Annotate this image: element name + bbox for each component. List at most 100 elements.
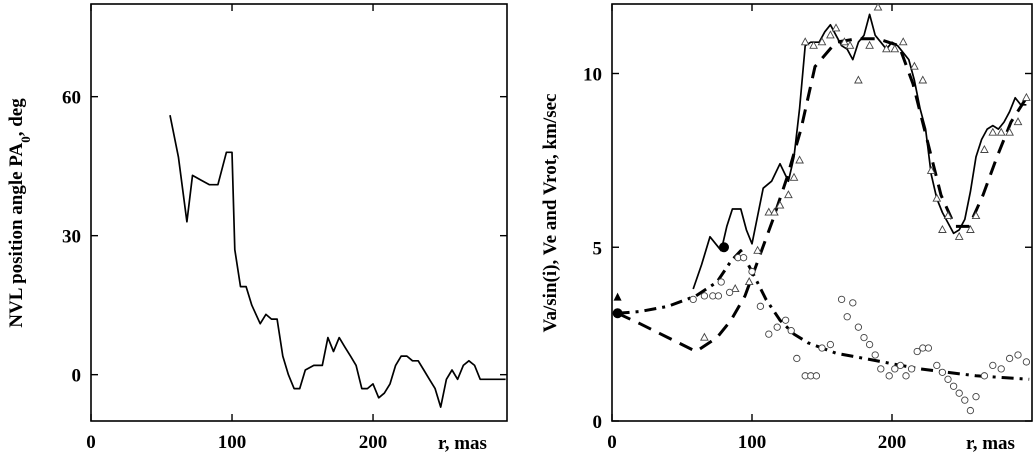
open-triangle-point — [753, 245, 762, 254]
open-circle-point — [837, 295, 846, 304]
open-circle-point — [907, 365, 916, 373]
open-circle-point — [938, 368, 947, 376]
left-x-tick-label: 200 — [359, 432, 388, 453]
open-circle-point — [972, 393, 980, 401]
open-circle-point — [843, 313, 851, 321]
right-series-line-solid — [692, 13, 1027, 290]
open-triangle-point — [890, 44, 900, 53]
open-circle-point — [765, 330, 773, 338]
open-circle-point — [793, 354, 801, 363]
right-plot-frame — [611, 3, 1033, 422]
left-plot-frame — [90, 3, 508, 422]
right-series-line-dashed — [616, 37, 1028, 353]
right-y-tick-label: 0 — [593, 412, 603, 433]
open-triangle-point — [845, 40, 855, 49]
left-y-tick-label: 60 — [62, 88, 81, 109]
open-circle-point — [989, 361, 997, 370]
open-circle-point — [725, 288, 734, 297]
open-triangle-point — [817, 37, 827, 46]
open-circle-point — [849, 299, 857, 307]
open-triangle-point — [854, 75, 863, 84]
open-triangle-point — [932, 193, 942, 202]
open-circle-point — [902, 372, 910, 380]
open-circle-point — [891, 365, 899, 373]
open-circle-point — [860, 333, 868, 342]
open-triangle-point — [775, 200, 785, 209]
open-circle-point — [966, 406, 975, 415]
open-triangle-point — [700, 332, 709, 341]
right-x-axis-label: r, mas — [966, 433, 1015, 454]
open-triangle-point — [784, 190, 793, 199]
open-triangle-point — [996, 127, 1006, 136]
open-triangle-point — [988, 127, 998, 136]
filled-circle-point — [612, 308, 623, 319]
left-y-axis-label: NVL position angle PA0, deg — [6, 98, 33, 328]
left-x-tick-label: 0 — [86, 432, 96, 453]
left-panel: 0 100 200 0 30 60 r, mas NVL position angle P… — [6, 3, 508, 454]
open-circle-point — [748, 267, 756, 276]
open-triangle-point — [938, 224, 947, 233]
open-circle-point — [717, 278, 725, 286]
open-circle-point — [787, 326, 795, 335]
open-triangle-point — [943, 211, 953, 220]
right-y-tick-label: 10 — [583, 65, 602, 86]
open-circle-point — [854, 323, 863, 331]
open-triangle-point — [926, 165, 936, 174]
open-circle-point — [871, 351, 879, 359]
open-triangle-point — [865, 40, 874, 49]
open-triangle-point — [831, 23, 841, 32]
open-circle-point — [955, 389, 963, 397]
right-ticks: 0 100 200 0 5 10 — [583, 4, 1032, 453]
open-triangle-point — [789, 172, 799, 181]
open-circle-point — [781, 316, 790, 324]
open-circle-point — [826, 340, 835, 349]
open-circle-point — [933, 361, 941, 370]
open-triangle-point — [971, 211, 981, 220]
right-y-tick-label: 5 — [593, 238, 603, 259]
right-x-tick-label: 100 — [738, 432, 767, 453]
open-circle-point — [1022, 358, 1031, 366]
open-circle-point — [739, 254, 748, 262]
open-triangle-point — [795, 155, 804, 164]
open-circle-point — [700, 292, 709, 300]
open-triangle-point — [744, 277, 754, 286]
open-circle-point — [980, 372, 989, 380]
open-circle-point — [913, 347, 921, 356]
open-circle-point — [756, 302, 765, 310]
right-panel: 0 100 200 0 5 10 r, mas Va/sin(i), Ve and Vro… — [540, 2, 1033, 454]
open-circle-point — [944, 375, 952, 383]
left-ticks: 0 100 200 0 30 60 — [62, 4, 507, 453]
open-triangle-point — [809, 40, 818, 49]
open-circle-point — [865, 340, 874, 349]
open-triangle-point — [980, 144, 989, 153]
filled-triangle-point — [613, 292, 622, 301]
open-circle-point — [773, 323, 781, 331]
left-series-group — [169, 115, 506, 408]
open-circle-point — [812, 372, 821, 380]
left-series-line-solid — [169, 115, 506, 408]
open-triangle-point — [800, 37, 810, 46]
right-series-line-dashdot — [617, 249, 1030, 381]
open-circle-point — [818, 344, 826, 352]
open-triangle-point — [882, 44, 891, 53]
open-triangle-point — [898, 37, 908, 46]
right-y-axis-label: Va/sin(i), Ve and Vrot, km/sec — [540, 94, 561, 333]
open-triangle-point — [954, 231, 964, 240]
open-triangle-point — [873, 2, 883, 11]
open-circle-point — [961, 396, 969, 404]
open-triangle-point — [764, 207, 774, 216]
right-x-tick-label: 200 — [878, 432, 907, 453]
open-circle-point — [997, 365, 1005, 373]
left-y-tick-label: 30 — [62, 227, 81, 248]
open-triangle-point — [1022, 92, 1031, 101]
left-x-axis-label: r, mas — [438, 433, 487, 454]
open-triangle-point — [826, 30, 835, 39]
open-circle-point — [689, 295, 697, 304]
open-triangle-point — [730, 284, 740, 293]
open-triangle-point — [910, 61, 919, 70]
right-series-group — [612, 2, 1031, 415]
open-circle-point — [949, 382, 958, 390]
left-x-tick-label: 100 — [218, 432, 247, 453]
open-circle-point — [924, 344, 933, 352]
